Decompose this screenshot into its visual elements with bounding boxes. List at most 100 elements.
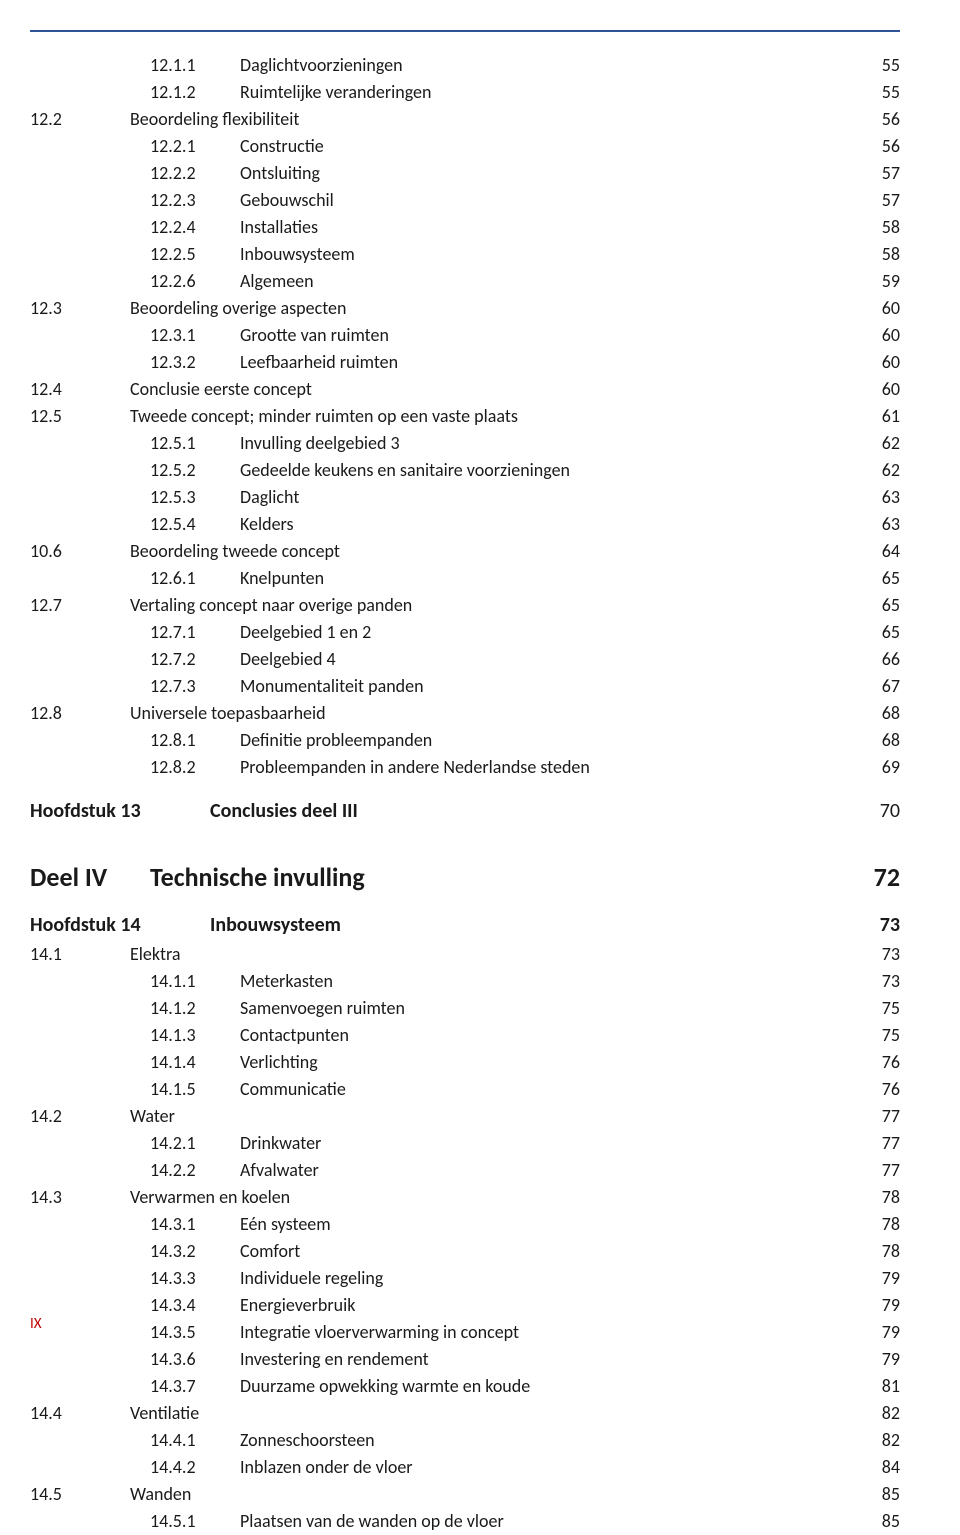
toc-entry-left: 12.7 [30,592,90,619]
toc-entry-number: 12.8.1 [150,727,240,754]
toc-entry: 14.4Ventilatie82 [30,1400,900,1427]
toc-entry-title: Gedeelde keukens en sanitaire voorzienin… [240,457,850,484]
toc-entry-title: Inbouwsysteem [240,241,850,268]
toc-entry-page: 58 [850,214,900,241]
toc-entry-page: 81 [850,1373,900,1400]
toc-entry-title: Daglichtvoorzieningen [240,52,850,79]
toc-entry-page: 79 [850,1319,900,1346]
chapter-14-title: Inbouwsysteem [210,913,850,937]
toc-entry-number: 14.3.5 [150,1319,240,1346]
toc-entry-page: 55 [850,79,900,106]
toc-entry: 12.2.4Installaties58 [30,214,900,241]
toc-entry-number: 14.3.6 [150,1346,240,1373]
toc-entry-title: Contactpunten [240,1022,850,1049]
toc-entry-title: Investering en rendement [240,1346,850,1373]
toc-entry-page: 62 [850,430,900,457]
chapter-14-line: Hoofdstuk 14 Inbouwsysteem 73 [30,913,900,937]
part-4-title: Technische invulling [150,861,850,893]
toc-entry: 12.8.1Definitie probleempanden68 [30,727,900,754]
toc-entry: 14.5Wanden85 [30,1481,900,1508]
toc-entry-title: Wanden [90,1481,850,1508]
toc-entry: 14.2.2Afvalwater77 [30,1157,900,1184]
toc-entry-number: 12.8.2 [150,754,240,781]
toc-entry: 12.2.6Algemeen59 [30,268,900,295]
toc-entry-title: Probleempanden in andere Nederlandse ste… [240,754,850,781]
toc-entry-number: 12.2.4 [150,214,240,241]
toc-entry-number: 12.6.1 [150,565,240,592]
toc-entry-title: Eén systeem [240,1211,850,1238]
toc-entry-page: 78 [850,1211,900,1238]
toc-entry-number: 12.3.2 [150,349,240,376]
toc-entry-title: Tweede concept; minder ruimten op een va… [90,403,850,430]
toc-entry-title: Integratie vloerverwarming in concept [240,1319,850,1346]
page-number: IX [30,1315,42,1333]
toc-entry-number: 14.4.1 [150,1427,240,1454]
toc-entry-number: 14.3.4 [150,1292,240,1319]
toc-entry-number: 12.1.2 [150,79,240,106]
toc-entry-left: 12.8 [30,700,90,727]
toc-entry: 10.6Beoordeling tweede concept64 [30,538,900,565]
toc-entry-page: 65 [850,565,900,592]
toc-entry: 12.8Universele toepasbaarheid68 [30,700,900,727]
toc-entry-page: 68 [850,700,900,727]
part-4-line: Deel IV Technische invulling 72 [30,861,900,893]
toc-entry: 14.3.2Comfort78 [30,1238,900,1265]
toc-block-2: 14.1Elektra7314.1.1Meterkasten7314.1.2Sa… [30,941,900,1535]
toc-entry: 12.1.1Daglichtvoorzieningen55 [30,52,900,79]
toc-entry-page: 65 [850,619,900,646]
part-4-label: Deel IV [30,861,150,893]
toc-entry: 12.2.3Gebouwschil57 [30,187,900,214]
toc-entry-title: Constructie [240,133,850,160]
toc-entry-title: Algemeen [240,268,850,295]
chapter-14-page: 73 [850,913,900,937]
toc-entry: 12.5.2Gedeelde keukens en sanitaire voor… [30,457,900,484]
toc-entry-page: 64 [850,538,900,565]
toc-entry: 14.4.2Inblazen onder de vloer84 [30,1454,900,1481]
toc-entry-title: Zonneschoorsteen [240,1427,850,1454]
toc-entry-title: Samenvoegen ruimten [240,995,850,1022]
toc-entry: 12.7Vertaling concept naar overige pande… [30,592,900,619]
toc-entry-page: 77 [850,1157,900,1184]
toc-entry-number: 12.2.5 [150,241,240,268]
toc-entry-page: 73 [850,941,900,968]
toc-entry-title: Verwarmen en koelen [90,1184,850,1211]
toc-entry: 12.5.4Kelders63 [30,511,900,538]
toc-entry-page: 63 [850,484,900,511]
toc-entry-page: 76 [850,1076,900,1103]
toc-entry-number: 14.5.1 [150,1508,240,1535]
toc-entry-page: 63 [850,511,900,538]
document-page: 12.1.1Daglichtvoorzieningen5512.1.2Ruimt… [0,0,960,1355]
toc-entry-number: 12.7.2 [150,646,240,673]
toc-entry-number: 12.5.2 [150,457,240,484]
toc-entry: 14.3.1Eén systeem78 [30,1211,900,1238]
toc-entry-left: 12.4 [30,376,90,403]
toc-entry: 14.3.5Integratie vloerverwarming in conc… [30,1319,900,1346]
toc-entry: 14.1.2Samenvoegen ruimten75 [30,995,900,1022]
toc-entry-left: 12.5 [30,403,90,430]
toc-entry-number: 12.2.1 [150,133,240,160]
toc-entry-number: 12.5.3 [150,484,240,511]
toc-entry: 14.1.5Communicatie76 [30,1076,900,1103]
toc-entry-page: 66 [850,646,900,673]
toc-entry-number: 14.3.2 [150,1238,240,1265]
toc-entry-number: 14.3.7 [150,1373,240,1400]
toc-entry-title: Duurzame opwekking warmte en koude [240,1373,850,1400]
toc-entry-number: 14.1.3 [150,1022,240,1049]
toc-entry-page: 73 [850,968,900,995]
toc-entry-title: Beoordeling overige aspecten [90,295,850,322]
toc-entry-left: 14.4 [30,1400,90,1427]
toc-entry-page: 60 [850,322,900,349]
toc-entry-page: 75 [850,1022,900,1049]
toc-entry: 14.1.4Verlichting76 [30,1049,900,1076]
toc-entry-left: 14.5 [30,1481,90,1508]
toc-entry-number: 12.2.6 [150,268,240,295]
toc-entry-page: 68 [850,727,900,754]
toc-entry-title: Grootte van ruimten [240,322,850,349]
toc-entry: 14.3.3Individuele regeling79 [30,1265,900,1292]
toc-entry-title: Leefbaarheid ruimten [240,349,850,376]
toc-entry: 12.2.1Constructie56 [30,133,900,160]
toc-entry: 14.5.1Plaatsen van de wanden op de vloer… [30,1508,900,1535]
toc-entry-title: Drinkwater [240,1130,850,1157]
toc-entry-number: 12.2.2 [150,160,240,187]
toc-block-1: 12.1.1Daglichtvoorzieningen5512.1.2Ruimt… [30,52,900,781]
